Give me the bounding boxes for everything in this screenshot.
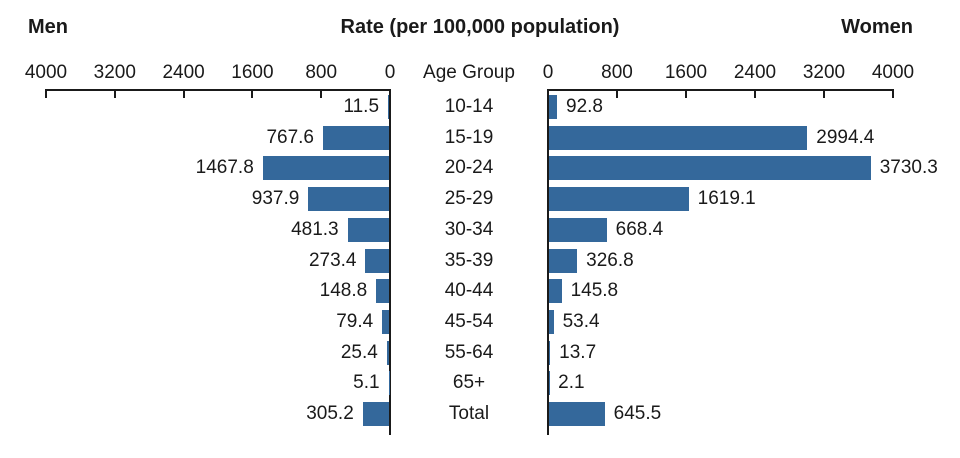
men-axis-tick-label: 800 [305,62,338,83]
men-bar-40-44 [376,279,389,304]
men-bar-10-14 [388,95,389,119]
men-axis-tick [45,89,47,98]
women-bar-35-39 [549,248,578,273]
men-value-label: 79.4 [336,310,374,332]
women-axis-tick [616,89,618,98]
age-group-label: 10-14 [444,96,494,117]
men-value-label: 1467.8 [195,157,254,179]
women-axis-tick [754,89,756,98]
women-axis-tick-label: 3200 [802,62,846,83]
men-value-label: 5.1 [353,372,380,394]
men-value-label: 937.9 [251,188,300,210]
men-bar-Total [362,402,389,426]
age-group-label: Total [448,403,490,424]
men-bar-45-54 [382,309,389,334]
men-axis-tick [320,89,323,98]
men-value-label: 11.5 [343,96,380,117]
women-bar-10-14 [549,95,557,119]
women-value-label: 668.4 [615,218,664,240]
age-group-label: 15-19 [444,126,494,148]
men-bar-35-39 [365,248,389,273]
men-value-label: 148.8 [319,280,368,302]
women-bar-Total [549,402,605,426]
men-value-label: 767.6 [266,126,314,148]
age-group-label: 30-34 [444,218,494,240]
men-axis-tick-label: 3200 [93,62,136,83]
men-bar-55-64 [386,340,389,365]
women-value-label: 92.8 [566,96,603,117]
age-group-header: Age Group [423,62,515,83]
men-axis-line [46,89,391,91]
men-value-label: 25.4 [340,341,378,363]
men-value-label: 481.3 [291,218,339,240]
men-axis-tick [251,89,254,98]
age-group-label: 20-24 [444,157,494,179]
women-bar-45-54 [549,309,554,334]
men-bar-20-24 [262,156,389,181]
women-value-label: 326.8 [586,249,634,271]
men-bar-25-29 [308,187,389,212]
women-bar-55-64 [549,340,551,365]
women-value-label: 3730.3 [879,157,938,179]
women-column-header: Women [841,16,913,38]
men-axis-tick [182,89,185,98]
men-axis-tick-label: 4000 [24,62,68,83]
women-value-label: 145.8 [570,280,619,302]
women-bar-30-34 [549,217,607,242]
women-axis-tick [892,89,894,98]
women-value-label: 2994.4 [816,126,875,148]
women-axis-tick-label: 2400 [733,62,777,83]
women-value-label: 645.5 [613,403,662,424]
women-axis-tick-label: 800 [601,62,633,83]
women-zero-baseline [547,89,549,435]
women-axis-tick-label: 0 [542,62,554,83]
men-axis-tick [113,89,116,98]
women-axis-tick-label: 4000 [871,62,915,83]
men-bar-30-34 [347,217,389,242]
men-zero-baseline [389,89,391,435]
women-value-label: 2.1 [558,372,585,394]
age-group-label: 35-39 [444,249,494,271]
men-bar-15-19 [322,125,389,150]
age-group-label: 40-44 [444,280,494,302]
chart-title: Rate (per 100,000 population) [340,16,620,38]
age-group-label: 65+ [452,372,486,394]
women-bar-40-44 [549,279,562,304]
women-axis-tick-label: 1600 [664,62,708,83]
women-bar-25-29 [549,187,689,212]
women-bar-20-24 [549,156,871,181]
men-column-header: Men [28,16,68,38]
age-group-label: 45-54 [444,310,494,332]
women-value-label: 1619.1 [697,188,756,210]
age-group-label: 55-64 [444,341,494,363]
men-value-label: 273.4 [308,249,357,271]
women-axis-tick [685,89,687,98]
women-axis-tick [823,89,825,98]
men-value-label: 305.2 [306,403,354,424]
women-bar-15-19 [549,125,808,150]
women-value-label: 13.7 [559,341,597,363]
men-axis-tick-label: 2400 [162,62,205,83]
age-group-label: 25-29 [444,188,494,210]
women-axis-line [547,89,893,91]
men-axis-tick-label: 1600 [231,62,274,83]
men-axis-tick-label: 0 [384,62,396,83]
women-value-label: 53.4 [562,310,600,332]
